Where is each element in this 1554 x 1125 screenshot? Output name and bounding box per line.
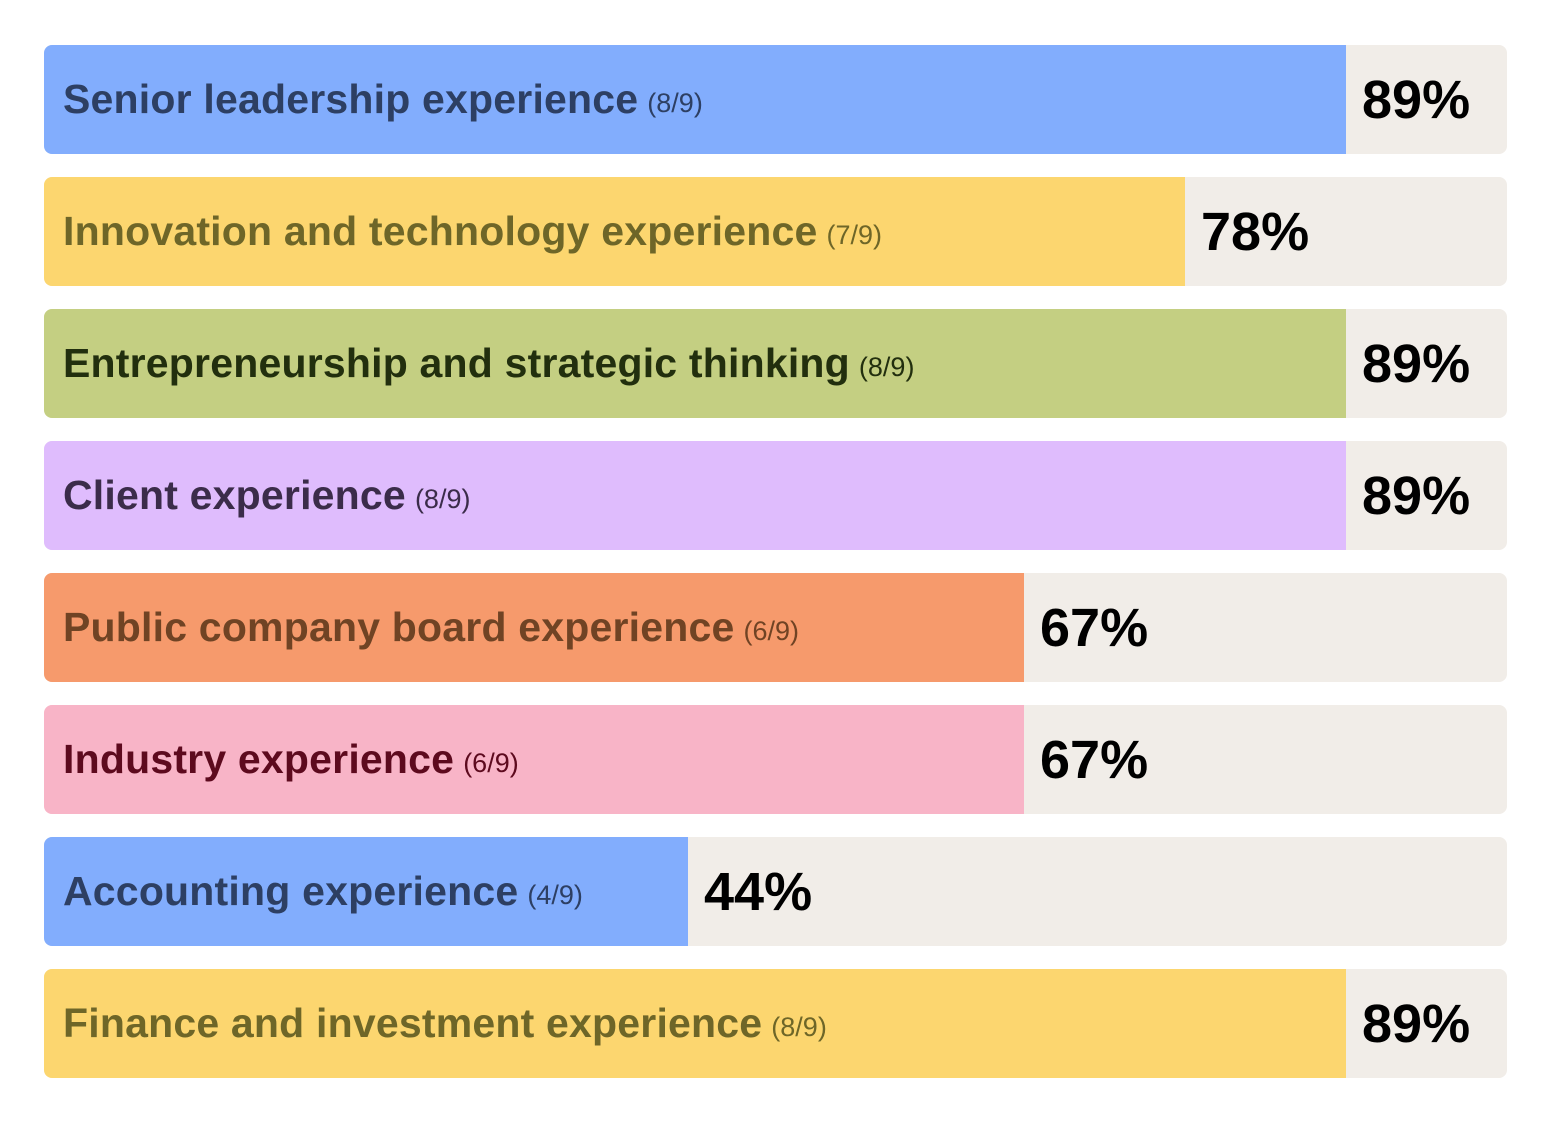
bar-label-text: Finance and investment experience [63, 1000, 763, 1046]
bar-count-label: (8/9) [771, 1012, 827, 1042]
bar [44, 837, 688, 946]
bar-track: Industry experience (6/9) 67% [44, 705, 1507, 814]
bar-track: Accounting experience (4/9) 44% [44, 837, 1507, 946]
bar-label: Senior leadership experience (8/9) [63, 45, 703, 154]
bar-label: Innovation and technology experience (7/9… [63, 177, 882, 286]
bar-value-label: 89% [1362, 993, 1471, 1054]
bar-label-text: Accounting experience [63, 868, 519, 914]
bar-track: Finance and investment experience (8/9) 89… [44, 969, 1507, 1078]
bar-label-text: Industry experience [63, 736, 455, 782]
bar-count-label: (6/9) [463, 748, 519, 778]
bar-label: Industry experience (6/9) [63, 705, 519, 814]
bar-label-text: Client experience [63, 472, 406, 518]
bar-value-label: 78% [1201, 201, 1310, 262]
bar-label: Public company board experience (6/9) [63, 573, 799, 682]
bar-track: Entrepreneurship and strategic thinking (… [44, 309, 1507, 418]
bar [44, 969, 1346, 1078]
bar-track: Senior leadership experience (8/9) 89% [44, 45, 1507, 154]
bar-count-label: (4/9) [527, 880, 583, 910]
bar-count-label: (8/9) [647, 88, 703, 118]
bar-value-label: 67% [1040, 597, 1149, 658]
bar-value-label: 67% [1040, 729, 1149, 790]
bar [44, 573, 1024, 682]
bar-label-text: Public company board experience [63, 604, 735, 650]
bar-label-text: Senior leadership experience [63, 76, 639, 122]
bar-value-label: 89% [1362, 69, 1471, 130]
bar-count-label: (6/9) [743, 616, 800, 646]
bar [44, 705, 1024, 814]
bar-count-label: (8/9) [414, 484, 471, 514]
bar-label: Entrepreneurship and strategic thinking (… [63, 309, 914, 418]
bar-track: Client experience (8/9) 89% [44, 441, 1507, 550]
bar-value-label: 44% [704, 861, 813, 922]
bar [44, 441, 1346, 550]
bar-value-label: 89% [1362, 333, 1471, 394]
bar [44, 45, 1346, 154]
bar-label: Finance and investment experience (8/9) [63, 969, 827, 1078]
bar-value-label: 89% [1362, 465, 1471, 526]
bar-label: Client experience (8/9) [63, 441, 470, 550]
bar [44, 177, 1185, 286]
bar-label: Accounting experience (4/9) [63, 837, 583, 946]
bar-count-label: (8/9) [858, 352, 915, 382]
bar-track: Innovation and technology experience (7/9… [44, 177, 1507, 286]
bar [44, 309, 1346, 418]
bar-track: Public company board experience (6/9) 67% [44, 573, 1507, 682]
bar-count-label: (7/9) [826, 220, 882, 250]
bar-label-text: Entrepreneurship and strategic thinking [63, 340, 850, 386]
bar-label-text: Innovation and technology experience [63, 208, 818, 254]
